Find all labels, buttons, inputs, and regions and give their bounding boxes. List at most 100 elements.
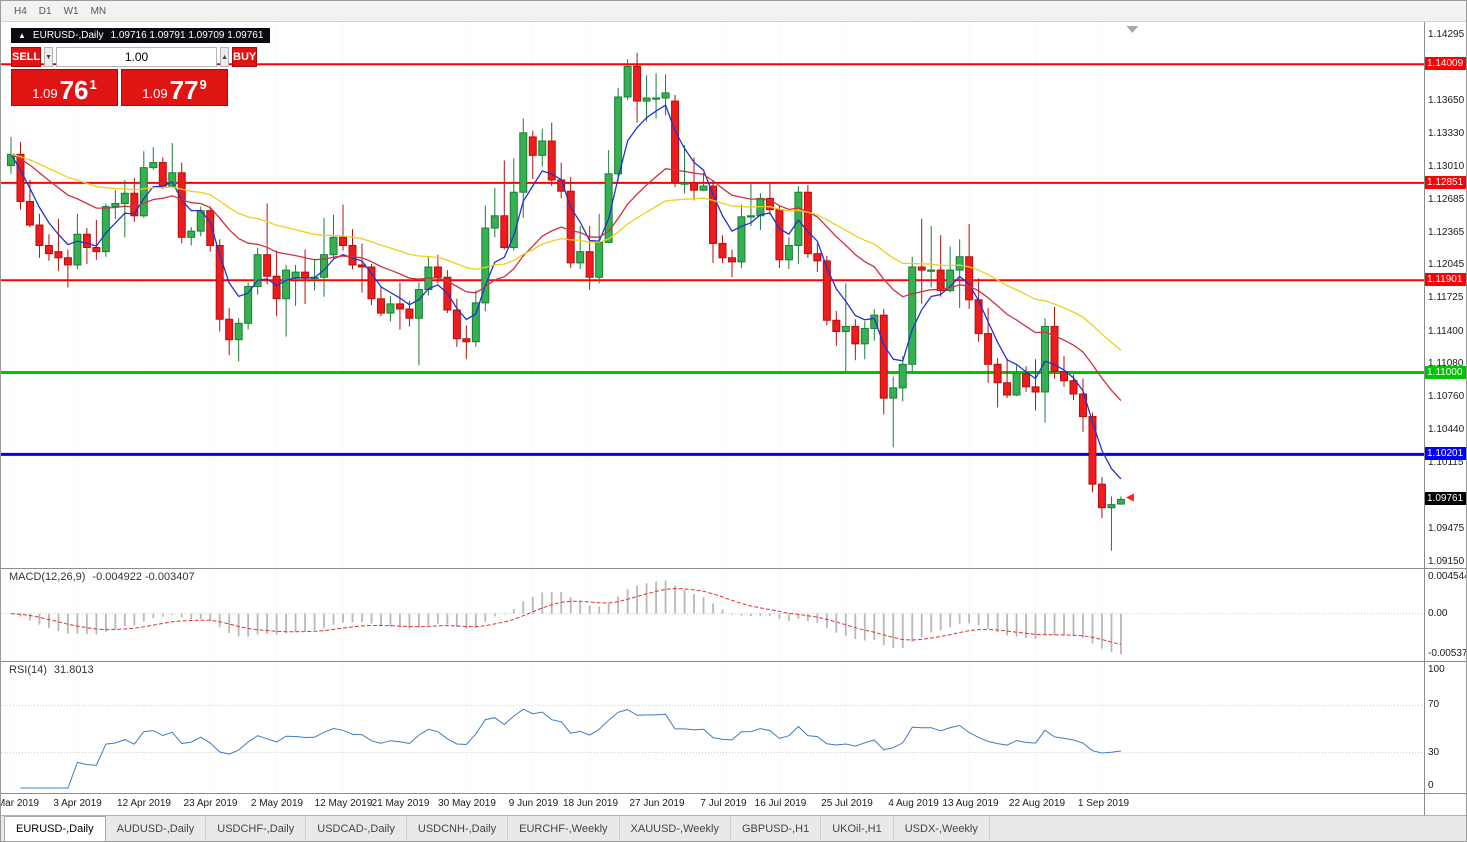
macd-histogram xyxy=(19,580,1122,655)
buy-button[interactable]: BUY xyxy=(232,47,258,67)
panel-separator[interactable] xyxy=(1,661,1466,662)
tab-ukoil-h1[interactable]: UKOil-,H1 xyxy=(821,816,894,841)
timeframe-buttons: H4 D1 W1 MN xyxy=(9,5,111,18)
date-tick-label: 4 Aug 2019 xyxy=(888,798,939,809)
rsi-tick-label: 100 xyxy=(1428,664,1445,675)
price-tick-label: 1.10760 xyxy=(1428,391,1465,403)
collapse-icon[interactable]: ▲ xyxy=(18,31,26,40)
buy-price-button[interactable]: 1.09 77 9 xyxy=(121,69,228,106)
timeframe-button-mn[interactable]: MN xyxy=(90,5,107,17)
volume-down-button[interactable]: ▼ xyxy=(44,47,54,67)
buy-price-sup: 9 xyxy=(199,77,207,92)
price-tick-label: 1.10440 xyxy=(1428,423,1465,435)
price-tick-label: 1.09150 xyxy=(1428,556,1465,567)
one-click-trading-panel: SELL ▼ ▲ BUY 1.09 76 1 xyxy=(11,47,258,106)
buy-price-prefix: 1.09 xyxy=(142,85,168,101)
tab-usdchf-daily[interactable]: USDCHF-,Daily xyxy=(206,816,307,841)
date-tick-label: 21 May 2019 xyxy=(371,798,430,809)
rsi-name-label: RSI(14) xyxy=(9,664,47,676)
sell-button[interactable]: SELL xyxy=(11,47,42,67)
hline-price-badge: 1.12851 xyxy=(1425,175,1466,189)
panel-separator[interactable] xyxy=(1,568,1466,569)
price-tick-label: 1.13010 xyxy=(1428,160,1465,172)
candlestick-chart[interactable] xyxy=(1,22,1424,568)
date-axis[interactable]: 25 Mar 2019 3 Apr 2019 12 Apr 2019 23 Apr 2… xyxy=(1,794,1424,815)
sell-price-sup: 1 xyxy=(89,77,97,92)
macd-signal-line xyxy=(10,587,1122,645)
timeframe-toolbar: H4 D1 W1 MN xyxy=(1,1,1466,22)
price-tick-label: 1.13330 xyxy=(1428,127,1465,139)
macd-axis[interactable]: 0.004544 0.00 -0.0053733 xyxy=(1424,569,1466,661)
chart-workspace: ▲ EURUSD-,Daily 1.09716 1.09791 1.09709 … xyxy=(1,22,1466,815)
rsi-tick-label: 70 xyxy=(1428,699,1440,711)
price-tick-label: 1.12685 xyxy=(1428,193,1465,205)
price-arrow-icon xyxy=(1125,493,1134,502)
rsi-indicator-chart[interactable] xyxy=(1,662,1424,793)
price-tick-label: 1.10115 xyxy=(1428,457,1464,469)
date-tick-label: 23 Apr 2019 xyxy=(183,798,238,809)
date-tick-label: 12 Apr 2019 xyxy=(117,798,171,809)
macd-tick-label: 0.00 xyxy=(1428,607,1448,619)
date-tick-label: 27 Jun 2019 xyxy=(629,798,685,809)
macd-label-row: MACD(12,26,9) -0.004922 -0.003407 xyxy=(9,571,195,583)
tab-usdx-weekly[interactable]: USDX-,Weekly xyxy=(894,816,990,841)
tab-eurchf-weekly[interactable]: EURCHF-,Weekly xyxy=(508,816,620,841)
date-tick-label: 22 Aug 2019 xyxy=(1008,798,1066,809)
macd-values-label: -0.004922 -0.003407 xyxy=(92,571,195,583)
buy-price-big: 77 xyxy=(169,74,199,105)
timeframe-button-w1[interactable]: W1 xyxy=(63,5,79,17)
date-tick-label: 30 May 2019 xyxy=(438,798,496,809)
tab-gbpusd-h1[interactable]: GBPUSD-,H1 xyxy=(731,816,822,841)
volume-input[interactable] xyxy=(56,47,218,67)
panel-separator xyxy=(1,793,1466,794)
hline-price-badge: 1.11901 xyxy=(1425,273,1466,287)
tab-usdcnh-daily[interactable]: USDCNH-,Daily xyxy=(407,816,509,841)
hline-price-badge: 1.14009 xyxy=(1425,57,1466,71)
date-tick-label: 25 Mar 2019 xyxy=(1,798,40,809)
date-tick-label: 13 Aug 2019 xyxy=(942,798,999,809)
rsi-line xyxy=(20,708,1121,789)
rsi-tick-label: 30 xyxy=(1428,746,1440,758)
moving-average-lines xyxy=(10,104,1122,480)
hline-price-badge: 1.11000 xyxy=(1425,365,1466,379)
rsi-axis[interactable]: 100 70 30 0 xyxy=(1424,662,1466,793)
tab-audusd-daily[interactable]: AUDUSD-,Daily xyxy=(106,816,207,841)
rsi-tick-label: 0 xyxy=(1428,780,1434,791)
date-tick-label: 12 May 2019 xyxy=(314,798,373,809)
one-click-header: ▲ EURUSD-,Daily 1.09716 1.09791 1.09709 … xyxy=(11,28,271,43)
timeframe-button-h4[interactable]: H4 xyxy=(14,5,27,17)
date-tick-label: 7 Jul 2019 xyxy=(700,798,747,809)
date-tick-label: 25 Jul 2019 xyxy=(821,798,873,809)
price-tick-label: 1.12365 xyxy=(1428,226,1465,238)
price-tick-label: 1.11080 xyxy=(1428,358,1464,370)
price-tick-label: 1.13650 xyxy=(1428,95,1465,107)
current-price-badge: 1.09761 xyxy=(1425,492,1466,506)
timeframe-button-d1[interactable]: D1 xyxy=(38,5,52,17)
price-chart-panel[interactable]: ▲ EURUSD-,Daily 1.09716 1.09791 1.09709 … xyxy=(1,22,1424,568)
price-axis[interactable]: 1.14295 1.13650 1.13330 1.13010 1.12685 1.123… xyxy=(1424,22,1466,568)
chart-shift-marker-icon[interactable] xyxy=(1126,26,1139,33)
date-tick-label: 9 Jun 2019 xyxy=(508,798,559,809)
chart-ohlc-label: 1.09716 1.09791 1.09709 1.09761 xyxy=(110,30,264,41)
tab-eurusd-daily[interactable]: EURUSD-,Daily xyxy=(4,816,106,841)
rsi-label-row: RSI(14) 31.8013 xyxy=(9,664,94,676)
chevron-down-icon: ▼ xyxy=(45,53,53,61)
macd-panel[interactable]: MACD(12,26,9) -0.004922 -0.003407 xyxy=(1,569,1424,661)
sell-price-button[interactable]: 1.09 76 1 xyxy=(11,69,118,106)
price-tick-label: 1.09475 xyxy=(1428,522,1465,534)
date-tick-label: 18 Jun 2019 xyxy=(562,798,619,809)
macd-tick-label: -0.0053733 xyxy=(1428,648,1466,659)
rsi-panel[interactable]: RSI(14) 31.8013 xyxy=(1,662,1424,793)
price-tick-label: 1.12045 xyxy=(1428,259,1465,271)
macd-tick-label: 0.004544 xyxy=(1428,571,1466,582)
axis-corner xyxy=(1424,794,1466,815)
tab-usdcad-daily[interactable]: USDCAD-,Daily xyxy=(306,816,407,841)
rsi-value-label: 31.8013 xyxy=(53,664,94,676)
tab-xauusd-weekly[interactable]: XAUUSD-,Weekly xyxy=(620,816,731,841)
chart-symbol-label: EURUSD-,Daily xyxy=(32,30,104,41)
price-tick-label: 1.14295 xyxy=(1428,29,1465,40)
volume-up-button[interactable]: ▲ xyxy=(220,47,229,67)
chart-tab-bar: EURUSD-,Daily AUDUSD-,Daily USDCHF-,Daily U… xyxy=(1,815,1466,841)
macd-indicator-chart[interactable] xyxy=(1,569,1424,661)
